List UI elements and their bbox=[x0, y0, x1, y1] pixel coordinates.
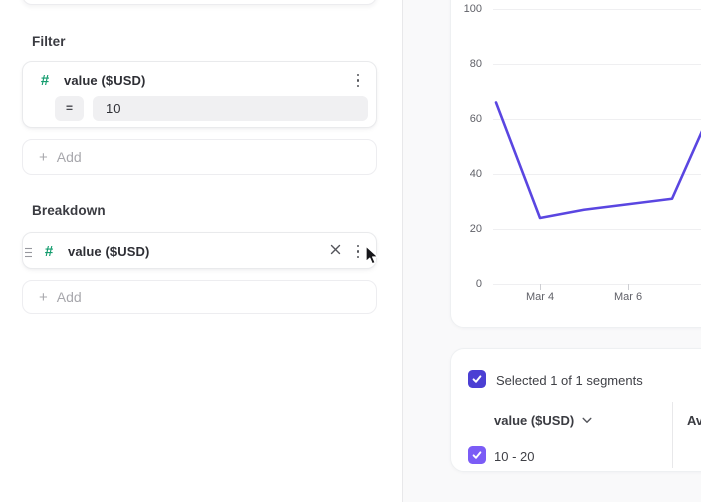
filter-options-kebab-icon[interactable] bbox=[352, 70, 364, 91]
gridline bbox=[493, 64, 701, 65]
add-breakdown-label: Add bbox=[56, 289, 82, 305]
filter-property-row[interactable]: # value ($USD) bbox=[23, 62, 376, 99]
gridline bbox=[493, 119, 701, 120]
table-column-divider bbox=[672, 402, 673, 468]
x-axis-tick bbox=[540, 284, 541, 290]
metric-column-header-label: Average bbox=[687, 413, 701, 428]
segment-column-header-label: value ($USD) bbox=[494, 413, 575, 428]
mouse-cursor-icon bbox=[364, 245, 382, 272]
query-builder-panel: Filter # value ($USD) = + Add Breakdown bbox=[22, 0, 377, 314]
selected-segments-label: Selected 1 of 1 segments bbox=[496, 373, 643, 388]
select-all-segments-checkbox[interactable] bbox=[468, 370, 486, 388]
y-axis-tick-label: 40 bbox=[469, 168, 482, 180]
filter-operator-button[interactable]: = bbox=[55, 96, 84, 121]
filter-property-name: value ($USD) bbox=[64, 73, 146, 88]
add-breakdown-button[interactable]: + Add bbox=[22, 280, 377, 314]
remove-breakdown-x-icon[interactable] bbox=[326, 240, 345, 264]
add-filter-button[interactable]: + Add bbox=[22, 139, 377, 175]
breakdown-options-kebab-icon[interactable] bbox=[352, 241, 364, 262]
breakdown-property-name: value ($USD) bbox=[68, 244, 150, 259]
x-axis-line bbox=[493, 284, 701, 285]
chevron-down-icon bbox=[582, 417, 592, 423]
x-axis-tick-label: Mar 4 bbox=[525, 291, 555, 303]
breakdown-property-card: # value ($USD) bbox=[22, 232, 377, 269]
plus-icon: + bbox=[39, 148, 48, 166]
filter-section-title: Filter bbox=[32, 34, 66, 49]
y-axis-tick-label: 100 bbox=[463, 3, 482, 15]
breakdown-section-title: Breakdown bbox=[32, 203, 106, 218]
panel-divider bbox=[402, 0, 403, 502]
filter-value-input[interactable] bbox=[93, 96, 368, 121]
gridline bbox=[493, 174, 701, 175]
metric-column-header: Average bbox=[687, 413, 701, 428]
x-axis-tick bbox=[628, 284, 629, 290]
segment-column-header[interactable]: value ($USD) bbox=[494, 413, 592, 428]
y-axis-tick-label: 20 bbox=[469, 223, 482, 235]
y-axis-tick-label: 60 bbox=[469, 113, 482, 125]
add-filter-label: Add bbox=[56, 149, 82, 165]
segment-row-checkbox[interactable] bbox=[468, 446, 486, 464]
y-axis-tick-label: 0 bbox=[475, 278, 482, 290]
y-axis-tick-label: 80 bbox=[469, 58, 482, 70]
segments-card: Selected 1 of 1 segments value ($USD) Av… bbox=[450, 348, 701, 472]
segment-row-label: 10 - 20 bbox=[494, 449, 535, 464]
gridline bbox=[493, 9, 701, 10]
number-property-hash-icon: # bbox=[40, 72, 50, 89]
drag-handle-icon[interactable] bbox=[24, 245, 33, 263]
breakdown-property-row[interactable]: # value ($USD) bbox=[23, 233, 376, 270]
x-axis-tick-label: Mar 6 bbox=[613, 291, 643, 303]
filter-property-card: # value ($USD) = bbox=[22, 61, 377, 128]
gridline bbox=[493, 229, 701, 230]
line-chart-card: 100 80 60 40 20 0 Mar 4 Mar 6 bbox=[450, 0, 701, 328]
plus-icon: + bbox=[39, 288, 48, 306]
previous-card-bottom-edge bbox=[22, 0, 377, 5]
chart-line[interactable] bbox=[451, 0, 701, 329]
number-property-hash-icon: # bbox=[44, 243, 54, 260]
